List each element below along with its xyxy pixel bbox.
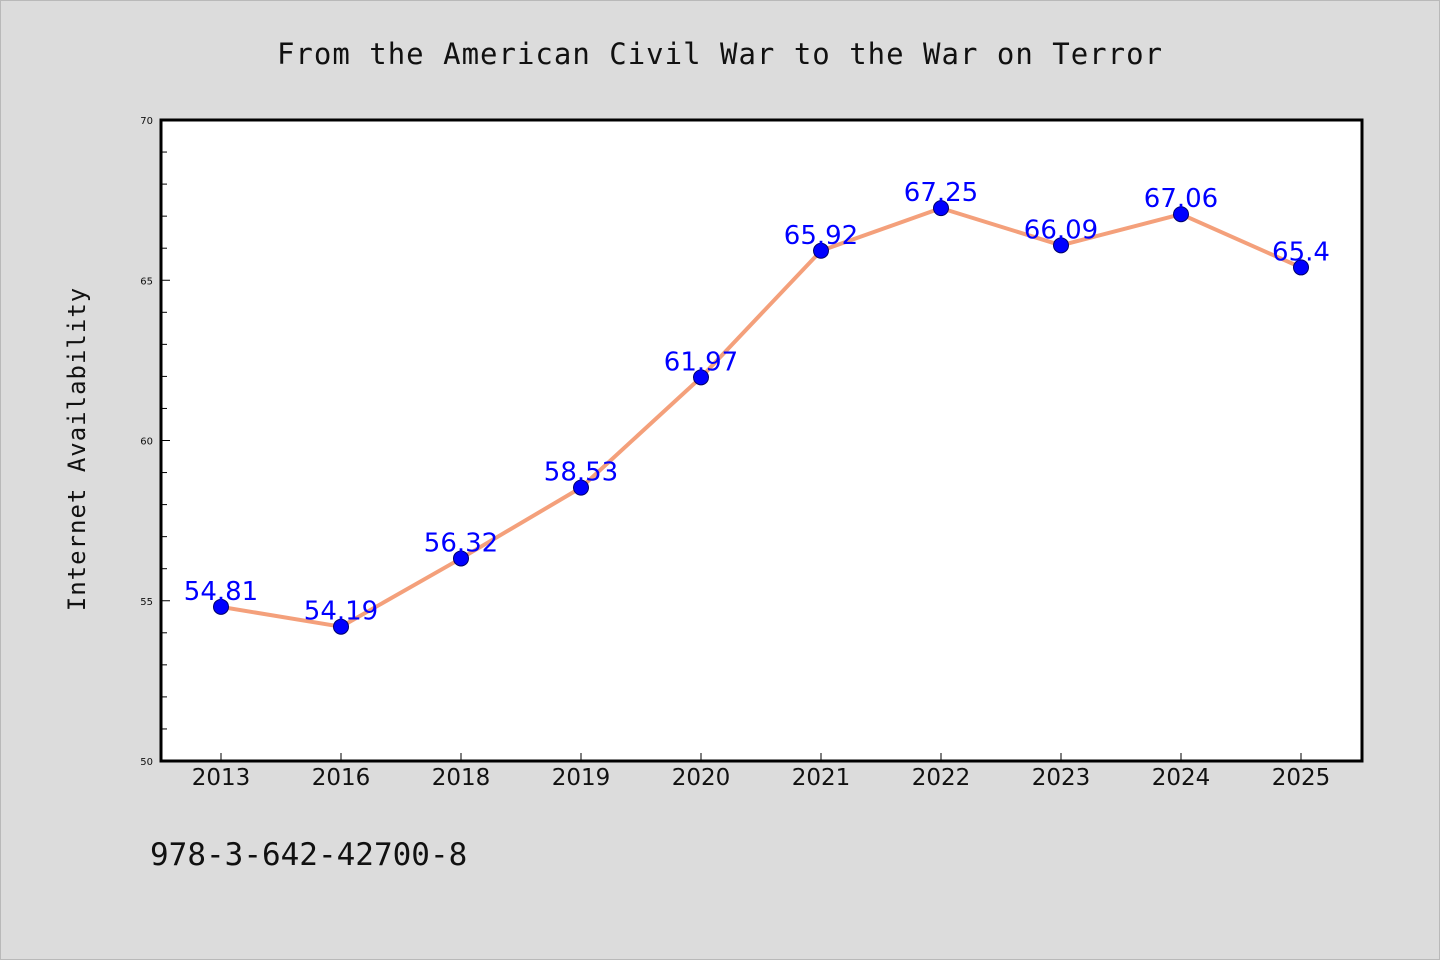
data-label: 58.53 [544,458,618,488]
data-label: 67.06 [1144,184,1218,214]
chart-title: From the American Civil War to the War o… [277,37,1163,71]
x-tick-label: 2019 [552,765,611,791]
y-tick-label: 60 [140,437,153,448]
data-labels: 54.81 54.19 56.32 58.53 61.97 65.92 67.25 66.09… [184,178,1330,627]
footer-code: 978-3-642-42700-8 [150,837,467,873]
data-label: 67.25 [904,178,978,208]
data-point [1293,259,1309,276]
y-tick-label: 65 [140,276,153,287]
y-tick-label: 55 [140,597,153,608]
series-line [219,206,1303,629]
x-tick-label: 2020 [672,765,731,791]
data-label: 54.19 [304,597,378,627]
data-label: 61.97 [664,347,738,377]
x-tick-label: 2018 [432,765,491,791]
data-point [333,618,349,635]
x-tick-label: 2025 [1272,765,1331,791]
plot-area [159,118,1364,763]
data-point [213,598,229,615]
y-tick-label: 50 [140,757,153,768]
x-tick-label: 2023 [1032,765,1091,791]
data-label: 65.92 [784,221,858,251]
y-axis-ticks: 50 55 60 65 70 [140,116,170,768]
x-tick-label: 2016 [312,765,371,791]
x-tick-label: 2022 [912,765,971,791]
data-point [693,369,709,386]
data-point [453,550,469,567]
data-label: 54.81 [184,577,258,607]
y-tick-label: 70 [140,116,153,127]
data-point [1173,206,1189,223]
x-tick-label: 2024 [1152,765,1211,791]
data-label: 66.09 [1024,215,1098,245]
data-point [813,242,829,259]
data-point [933,200,949,217]
data-point [573,479,589,496]
y-axis-label: Internet Availability [63,287,91,611]
x-tick-label: 2013 [192,765,251,791]
data-point [1053,237,1069,254]
data-series [213,200,1309,635]
x-axis-ticks: 2013 2016 2018 2019 2020 2021 2022 2023 2024 2025 [192,753,1331,791]
data-label: 65.4 [1272,237,1330,267]
x-tick-label: 2021 [792,765,851,791]
data-label: 56.32 [424,528,498,558]
